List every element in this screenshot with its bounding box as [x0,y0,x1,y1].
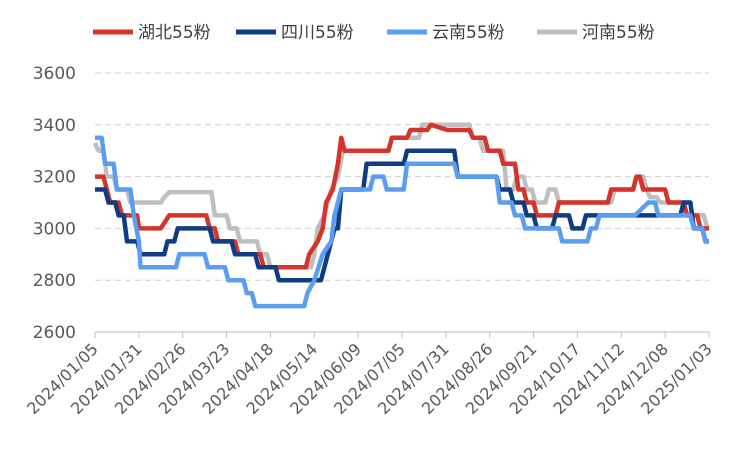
series-line-2 [95,135,709,309]
legend: 湖北55粉 四川55粉 云南55粉 河南55粉 [93,23,655,43]
series-line-0 [95,122,709,270]
y-tick-label: 3600 [33,64,76,84]
y-tick-label: 3400 [33,116,76,136]
x-axis: 2024/01/052024/01/312024/02/262024/03/23… [23,331,716,418]
series-lines [92,122,710,309]
legend-label: 四川55粉 [281,23,354,43]
legend-label: 云南55粉 [432,23,505,43]
y-tick-label: 2600 [33,323,76,343]
y-tick-label: 3000 [33,219,76,239]
legend-label: 湖北55粉 [138,23,211,43]
y-axis-ticks: 2600 2800 3000 3200 3400 3600 [33,64,76,343]
y-tick-label: 3200 [33,168,76,188]
y-tick-label: 2800 [33,271,76,291]
series-line-3 [92,122,710,270]
legend-label: 河南55粉 [582,23,655,43]
grid-lines [95,72,709,281]
